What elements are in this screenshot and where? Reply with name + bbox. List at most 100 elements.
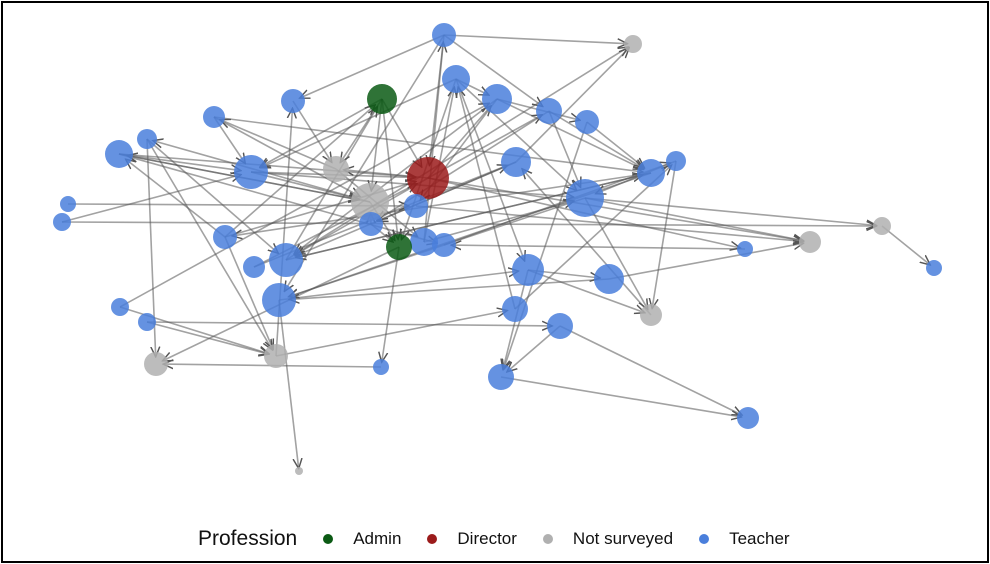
node-29	[737, 241, 753, 257]
node-27	[432, 233, 456, 257]
node-42	[264, 344, 288, 368]
edge-55	[584, 197, 648, 309]
node-30	[269, 243, 303, 277]
node-26	[410, 228, 438, 256]
node-20	[404, 194, 428, 218]
edge-97	[275, 108, 293, 357]
edge-71	[443, 163, 670, 246]
edge-39	[652, 160, 677, 309]
edge-95	[559, 325, 742, 415]
edge-91	[522, 169, 652, 316]
node-3	[367, 84, 397, 114]
edge-3	[443, 34, 543, 106]
edge-101	[415, 205, 803, 241]
node-36	[111, 298, 129, 316]
edge-99	[500, 376, 742, 417]
edge-89	[458, 87, 516, 310]
edge-0	[443, 34, 628, 44]
node-13	[323, 156, 349, 182]
legend-item-not-surveyed: Not surveyed	[542, 529, 673, 549]
edge-40	[220, 120, 337, 170]
edge-62	[61, 175, 241, 223]
edge-63	[61, 222, 877, 226]
edge-25	[213, 116, 643, 172]
node-15	[407, 157, 449, 199]
node-43	[373, 359, 389, 375]
edge-77	[285, 47, 628, 261]
node-40	[547, 313, 573, 339]
edge-74	[451, 245, 746, 249]
node-23	[873, 217, 891, 235]
edge-21	[548, 110, 644, 169]
edge-11	[260, 98, 383, 167]
edge-87	[119, 103, 489, 308]
legend-label-teacher: Teacher	[729, 529, 790, 548]
edge-92	[146, 322, 552, 326]
node-1	[624, 35, 642, 53]
node-10	[105, 140, 133, 168]
edge-68	[224, 236, 273, 349]
node-22	[359, 212, 383, 236]
node-38	[640, 304, 662, 326]
node-8	[575, 110, 599, 134]
node-33	[512, 254, 544, 286]
edge-9	[455, 78, 577, 190]
edge-19	[292, 100, 332, 162]
node-17	[566, 179, 604, 217]
edge-93	[146, 321, 269, 354]
legend-item-teacher: Teacher	[699, 529, 790, 549]
edge-86	[278, 271, 519, 301]
edge-46	[427, 115, 542, 179]
edge-44	[250, 171, 359, 199]
edge-6	[260, 78, 457, 168]
edge-96	[275, 311, 507, 357]
legend-title: Profession	[198, 527, 298, 550]
legend-dot-admin	[323, 534, 334, 544]
edge-1	[300, 34, 445, 98]
node-2	[442, 65, 470, 93]
edge-83	[608, 243, 804, 280]
node-37	[502, 296, 528, 322]
node-14	[234, 155, 268, 189]
node-46	[295, 467, 303, 475]
node-25	[799, 231, 821, 253]
node-24	[213, 225, 237, 249]
node-5	[281, 89, 305, 113]
edge-8	[455, 78, 525, 261]
edge-30	[146, 138, 272, 350]
node-41	[144, 352, 168, 376]
edge-18	[496, 98, 643, 169]
node-28	[386, 234, 412, 260]
legend: Profession Admin Director Not surveyed T…	[198, 524, 816, 554]
node-32	[926, 260, 942, 276]
node-35	[262, 283, 296, 317]
edge-72	[382, 246, 400, 362]
edge-65	[881, 225, 930, 265]
node-19	[351, 183, 389, 221]
edge-85	[278, 299, 299, 469]
node-11	[501, 147, 531, 177]
edge-54	[584, 197, 804, 241]
node-39	[138, 313, 156, 331]
edge-100	[126, 159, 226, 238]
edge-50	[427, 177, 804, 241]
edge-33	[118, 153, 241, 171]
legend-label-director: Director	[457, 529, 517, 548]
edge-76	[285, 107, 377, 261]
node-7	[203, 106, 225, 128]
node-12	[666, 151, 686, 171]
node-45	[737, 407, 759, 429]
legend-dot-teacher	[699, 534, 710, 544]
node-0	[432, 23, 456, 47]
edge-32	[118, 153, 415, 177]
node-18	[60, 196, 76, 212]
edge-29	[146, 138, 278, 253]
legend-item-director: Director	[427, 529, 517, 549]
node-4	[482, 84, 512, 114]
node-34	[594, 264, 624, 294]
legend-label-admin: Admin	[353, 529, 402, 548]
edge-35	[515, 48, 629, 163]
edge-90	[514, 165, 672, 310]
node-16	[637, 159, 665, 187]
